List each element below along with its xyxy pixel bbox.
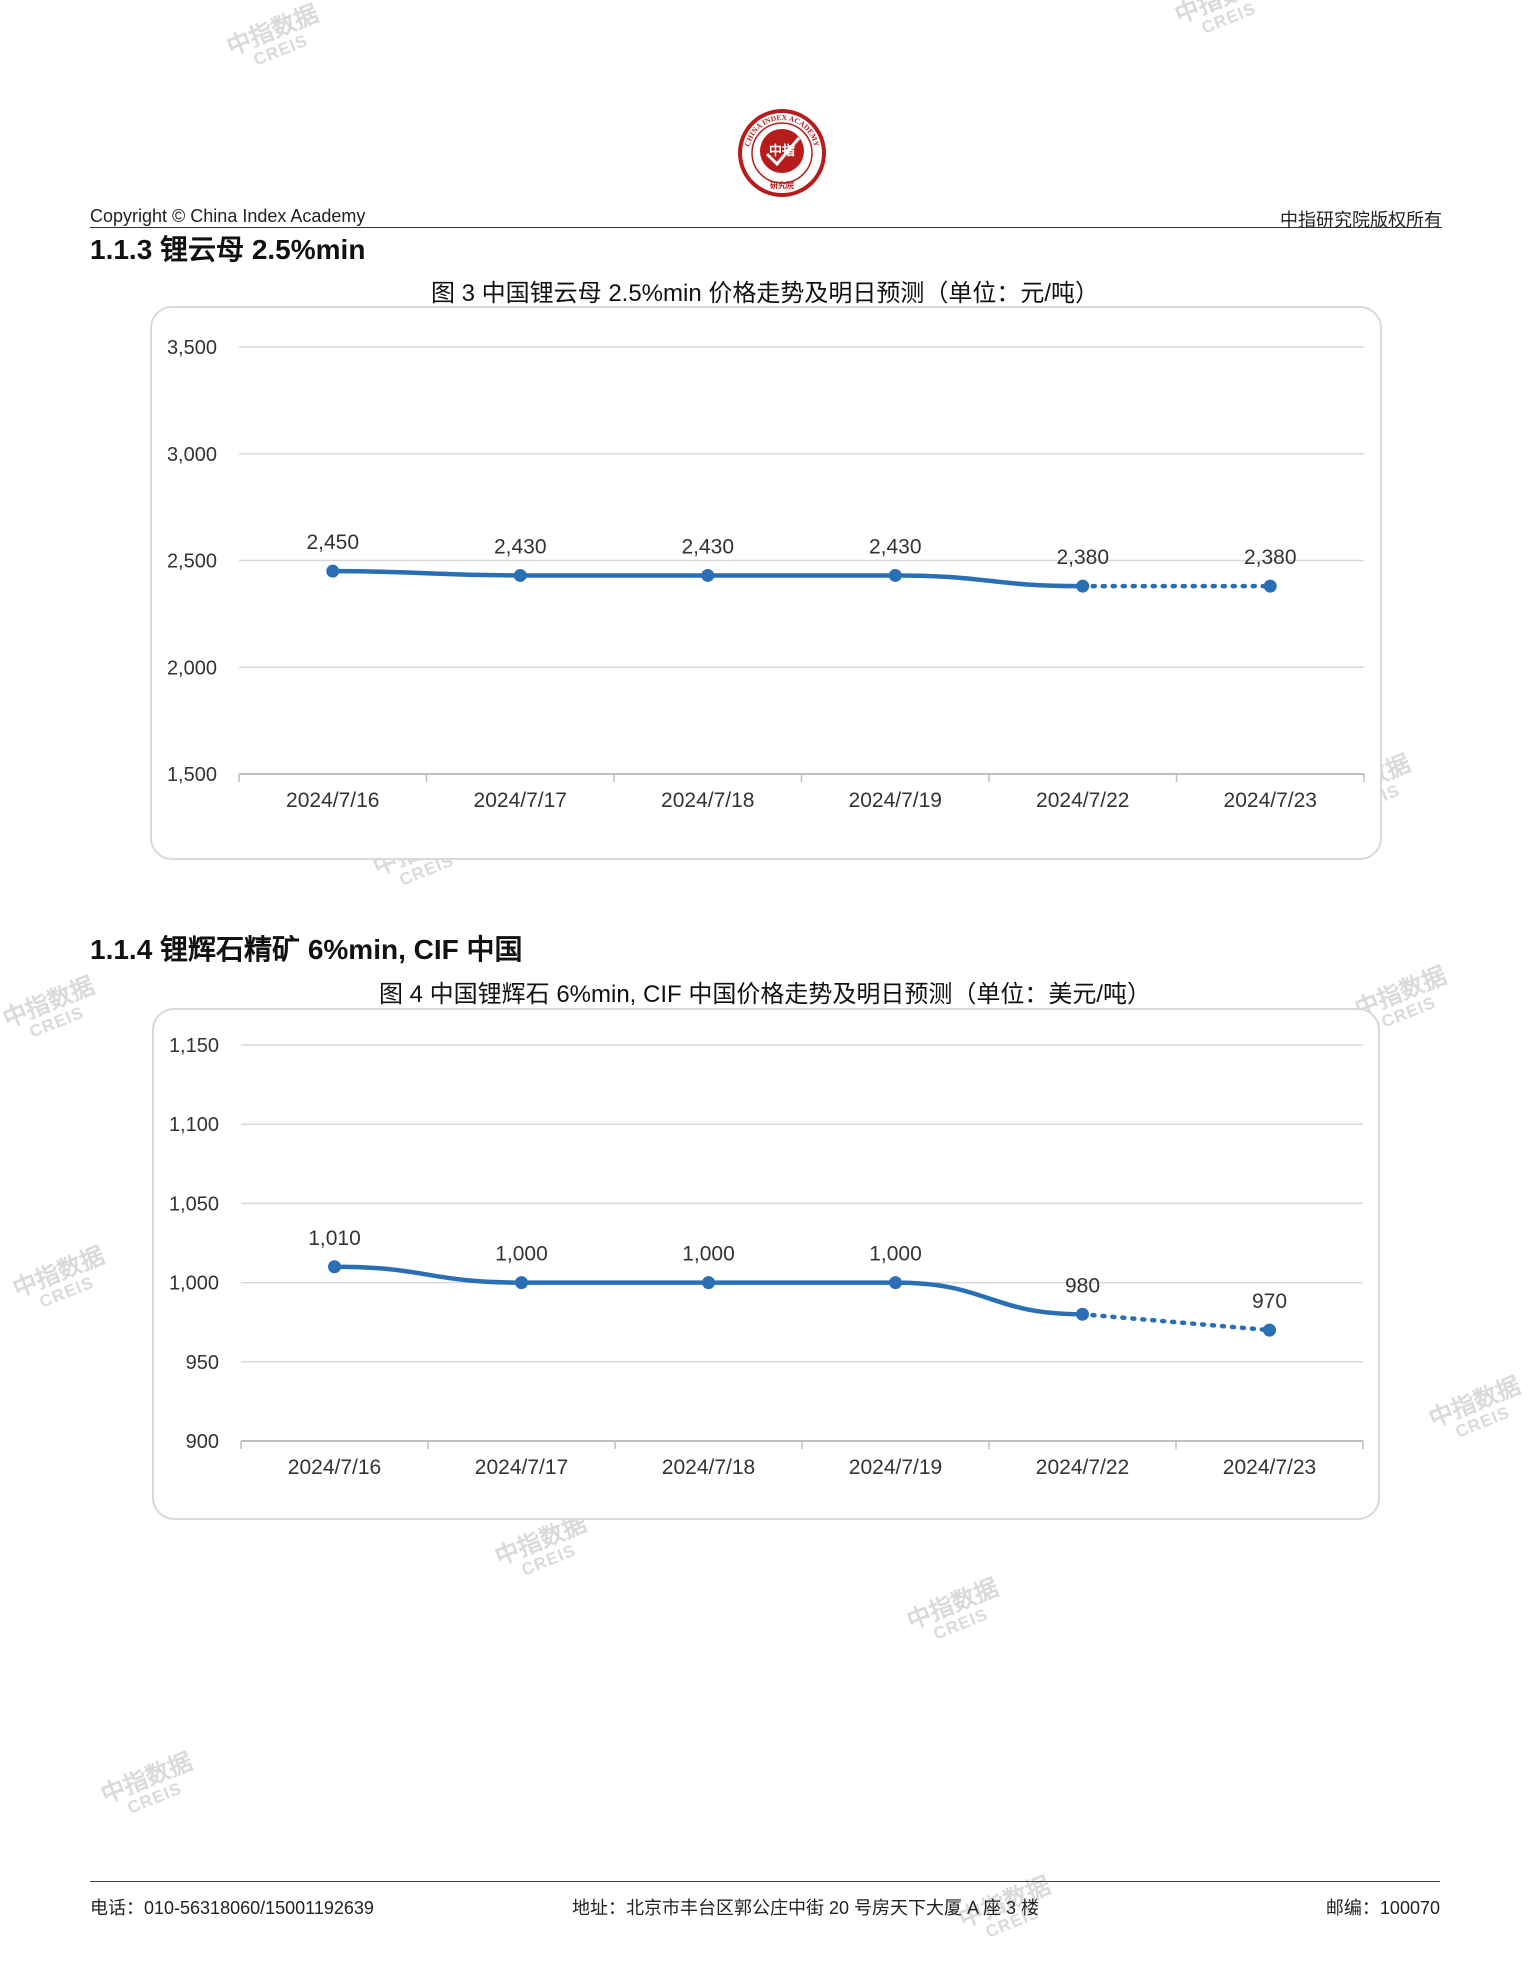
series-line <box>334 1264 1083 1317</box>
y-tick-label: 3,500 <box>167 337 217 359</box>
y-tick-label: 1,500 <box>167 764 217 786</box>
y-tick-label: 1,050 <box>169 1193 219 1215</box>
x-tick-label: 2024/7/17 <box>474 789 567 812</box>
forecast-line <box>1080 1312 1272 1333</box>
footer-address: 地址：北京市丰台区郭公庄中街 20 号房天下大厦 A 座 3 楼 <box>572 1898 1040 1918</box>
y-tick-label: 950 <box>186 1352 219 1374</box>
line-chart-lepidolite: 1,500 2,000 2,500 3,000 3,500 2024/7/16 2024/7… <box>167 337 1365 812</box>
y-tick-label: 2,000 <box>167 657 217 679</box>
data-label: 970 <box>1252 1290 1287 1313</box>
data-label: 980 <box>1065 1274 1100 1297</box>
rights-text: 中指研究院版权所有 <box>1280 210 1442 230</box>
y-tick-label: 3,000 <box>167 444 217 466</box>
china-index-academy-logo: CHINA INDEX ACADEMY 中指 研究院 <box>738 109 826 197</box>
y-tick-label: 1,100 <box>169 1114 219 1136</box>
x-tick-label: 2024/7/18 <box>661 789 754 812</box>
x-tick-label: 2024/7/23 <box>1223 1456 1316 1479</box>
data-point <box>1263 579 1277 593</box>
section-title-lepidolite: 1.1.3 锂云母 2.5%min <box>90 234 366 265</box>
line-chart-spodumene: 900 950 1,000 1,050 1,100 1,150 2024/7/16 2024/… <box>169 1035 1364 1479</box>
x-tick-label: 2024/7/18 <box>662 1456 755 1479</box>
data-point <box>888 568 902 582</box>
footer-postcode: 邮编：100070 <box>1325 1898 1440 1918</box>
x-tick-label: 2024/7/23 <box>1224 789 1317 812</box>
y-tick-label: 900 <box>186 1431 219 1453</box>
svg-text:中指: 中指 <box>769 143 795 158</box>
data-label: 1,000 <box>495 1243 548 1266</box>
data-label: 1,000 <box>682 1243 735 1266</box>
data-point <box>1263 1323 1276 1337</box>
x-tick-label: 2024/7/17 <box>475 1456 568 1479</box>
data-point <box>1076 1307 1089 1321</box>
x-tick-label: 2024/7/22 <box>1036 1456 1129 1479</box>
y-tick-label: 1,000 <box>169 1273 219 1295</box>
data-point <box>328 1260 341 1274</box>
x-tick-label: 2024/7/16 <box>288 1456 381 1479</box>
x-tick-label: 2024/7/16 <box>286 789 379 812</box>
data-label: 2,430 <box>494 535 547 558</box>
y-tick-label: 2,500 <box>167 551 217 573</box>
data-point <box>889 1276 902 1290</box>
data-point <box>515 1276 528 1290</box>
y-tick-label: 1,150 <box>169 1035 219 1057</box>
data-label: 2,430 <box>681 535 734 558</box>
data-label: 1,010 <box>308 1227 361 1250</box>
footer-divider <box>90 1881 1440 1882</box>
data-label: 1,000 <box>869 1243 922 1266</box>
footer-phone: 电话：010-56318060/15001192639 <box>90 1898 374 1918</box>
section-title-spodumene: 1.1.4 锂辉石精矿 6%min, CIF 中国 <box>90 934 523 965</box>
data-label: 2,380 <box>1056 546 1109 569</box>
data-point <box>513 568 527 582</box>
chart-title-lepidolite: 图 3 中国锂云母 2.5%min 价格走势及明日预测（单位：元/吨） <box>430 280 1100 307</box>
copyright-text: Copyright © China Index Academy <box>90 206 366 226</box>
chart-title-spodumene: 图 4 中国锂辉石 6%min, CIF 中国价格走势及明日预测（单位：美元/吨… <box>378 981 1152 1008</box>
data-point <box>1076 579 1090 593</box>
data-label: 2,380 <box>1244 546 1297 569</box>
header-divider <box>90 227 1442 228</box>
svg-text:研究院: 研究院 <box>770 180 794 190</box>
data-label: 2,430 <box>869 535 922 558</box>
data-point <box>702 1276 715 1290</box>
chart-frame-lepidolite: 1,500 2,000 2,500 3,000 3,500 2024/7/16 2024/7… <box>150 306 1382 860</box>
data-point <box>326 564 340 578</box>
x-tick-label: 2024/7/19 <box>849 1456 942 1479</box>
chart-frame-spodumene: 900 950 1,000 1,050 1,100 1,150 2024/7/16 2024/… <box>152 1008 1380 1520</box>
x-tick-label: 2024/7/19 <box>849 789 942 812</box>
data-label: 2,450 <box>306 531 359 554</box>
x-tick-label: 2024/7/22 <box>1036 789 1129 812</box>
data-point <box>701 568 715 582</box>
